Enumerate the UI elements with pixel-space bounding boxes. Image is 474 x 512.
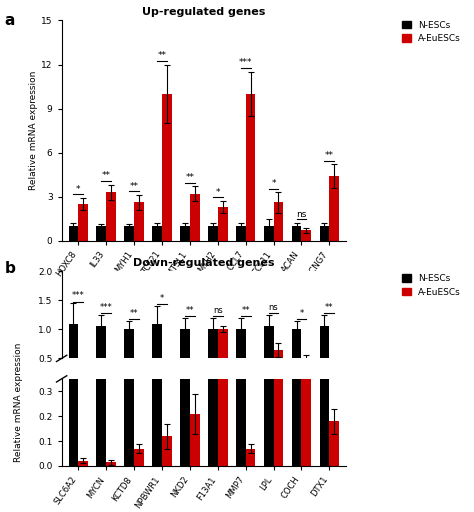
Bar xyxy=(218,329,228,388)
Bar xyxy=(106,192,116,241)
Text: ns: ns xyxy=(296,209,307,219)
Text: **: ** xyxy=(325,151,334,160)
Text: **: ** xyxy=(241,306,250,315)
Bar xyxy=(264,327,273,388)
Bar xyxy=(246,94,255,241)
Y-axis label: Relative mRNA expression: Relative mRNA expression xyxy=(29,71,38,190)
Bar xyxy=(162,380,172,388)
Bar xyxy=(264,226,273,241)
Text: ***: *** xyxy=(239,58,252,68)
Text: *: * xyxy=(76,185,81,194)
Bar xyxy=(69,226,78,241)
Text: ns: ns xyxy=(213,306,223,315)
Text: **: ** xyxy=(102,172,111,180)
Text: *: * xyxy=(299,309,303,318)
Text: ***: *** xyxy=(100,303,113,312)
Bar xyxy=(329,176,339,241)
Bar xyxy=(273,304,283,466)
Bar xyxy=(134,202,144,241)
Bar xyxy=(78,461,88,466)
Text: ns: ns xyxy=(269,303,278,312)
Bar xyxy=(69,193,78,466)
Bar xyxy=(152,324,162,388)
Bar xyxy=(319,327,329,388)
Bar xyxy=(162,436,172,466)
Bar xyxy=(97,205,106,466)
Bar xyxy=(273,350,283,388)
Bar xyxy=(301,342,311,466)
Bar xyxy=(106,462,116,466)
Text: Relative mRNA expression: Relative mRNA expression xyxy=(15,342,23,462)
Text: b: b xyxy=(5,261,16,276)
Bar xyxy=(152,193,162,466)
Bar xyxy=(69,324,78,388)
Bar xyxy=(124,329,134,388)
Bar xyxy=(246,449,255,466)
Bar xyxy=(301,358,311,388)
Text: **: ** xyxy=(185,173,194,182)
Title: Down-regulated genes: Down-regulated genes xyxy=(133,258,274,268)
Text: *: * xyxy=(271,179,276,188)
Text: a: a xyxy=(5,13,15,28)
Bar xyxy=(78,386,88,388)
Bar xyxy=(106,387,116,388)
Bar xyxy=(236,226,246,241)
Bar xyxy=(319,226,329,241)
Text: **: ** xyxy=(130,309,138,318)
Bar xyxy=(329,377,339,388)
Bar xyxy=(78,204,88,241)
Legend: N-ESCs, A-EuESCs: N-ESCs, A-EuESCs xyxy=(402,274,461,296)
Bar xyxy=(236,217,246,466)
Bar xyxy=(180,329,190,388)
Bar xyxy=(273,202,283,241)
Bar xyxy=(124,226,134,241)
Text: **: ** xyxy=(325,303,334,312)
Bar xyxy=(180,226,190,241)
Bar xyxy=(134,449,144,466)
Bar xyxy=(208,217,218,466)
Bar xyxy=(292,226,301,241)
Bar xyxy=(218,217,228,466)
Bar xyxy=(329,421,339,466)
Text: ***: *** xyxy=(72,291,85,301)
Bar xyxy=(264,205,273,466)
Text: **: ** xyxy=(186,306,194,315)
Text: *: * xyxy=(216,187,220,197)
Text: **: ** xyxy=(157,51,166,60)
Bar xyxy=(208,226,218,241)
Bar xyxy=(236,329,246,388)
Bar xyxy=(190,414,200,466)
Legend: N-ESCs, A-EuESCs: N-ESCs, A-EuESCs xyxy=(402,20,461,43)
Title: Up-regulated genes: Up-regulated genes xyxy=(142,7,265,17)
Bar xyxy=(218,207,228,241)
Bar xyxy=(190,375,200,388)
Bar xyxy=(180,217,190,466)
Bar xyxy=(292,217,301,466)
Bar xyxy=(190,194,200,241)
Text: *: * xyxy=(160,294,164,303)
Bar xyxy=(124,217,134,466)
Bar xyxy=(292,329,301,388)
Bar xyxy=(319,205,329,466)
Bar xyxy=(208,329,218,388)
Bar xyxy=(152,226,162,241)
Bar xyxy=(162,94,172,241)
Bar xyxy=(97,327,106,388)
Bar xyxy=(246,383,255,388)
Text: **: ** xyxy=(129,182,138,191)
Bar xyxy=(301,230,311,241)
Bar xyxy=(97,226,106,241)
Bar xyxy=(134,383,144,388)
